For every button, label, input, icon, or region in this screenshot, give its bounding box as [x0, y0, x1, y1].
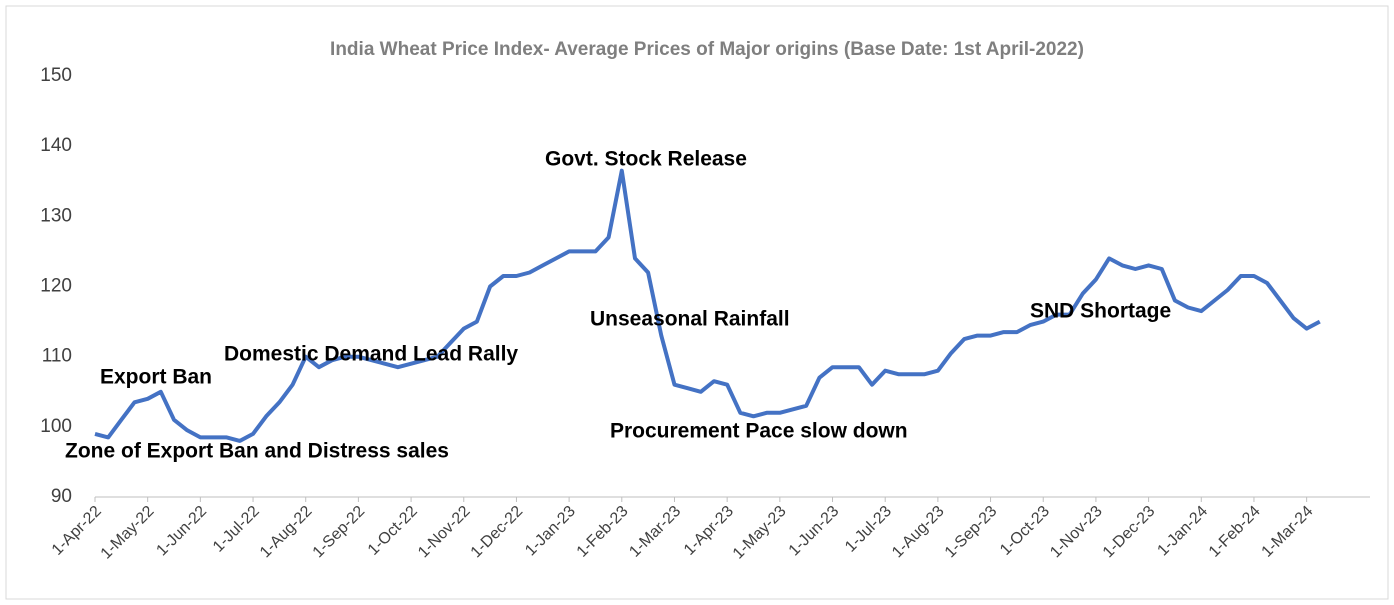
y-tick-label: 150: [40, 65, 72, 86]
annotation: Domestic Demand Lead Rally: [224, 343, 518, 366]
y-tick-label: 90: [51, 486, 72, 507]
y-tick-label: 110: [42, 346, 72, 367]
annotation: Unseasonal Rainfall: [590, 308, 790, 331]
chart-frame: [5, 5, 1389, 600]
annotation: Zone of Export Ban and Distress sales: [65, 440, 449, 463]
annotation: SND Shortage: [1030, 300, 1171, 323]
y-tick-label: 120: [40, 276, 72, 297]
y-tick-label: 130: [40, 205, 72, 226]
annotation: Procurement Pace slow down: [610, 420, 908, 443]
price-line: [94, 168, 1321, 443]
chart-title: India Wheat Price Index- Average Prices …: [330, 39, 1084, 60]
annotation: Export Ban: [100, 366, 212, 389]
y-tick-label: 140: [40, 135, 72, 156]
y-tick-label: 100: [40, 416, 72, 437]
annotation: Govt. Stock Release: [545, 148, 747, 171]
